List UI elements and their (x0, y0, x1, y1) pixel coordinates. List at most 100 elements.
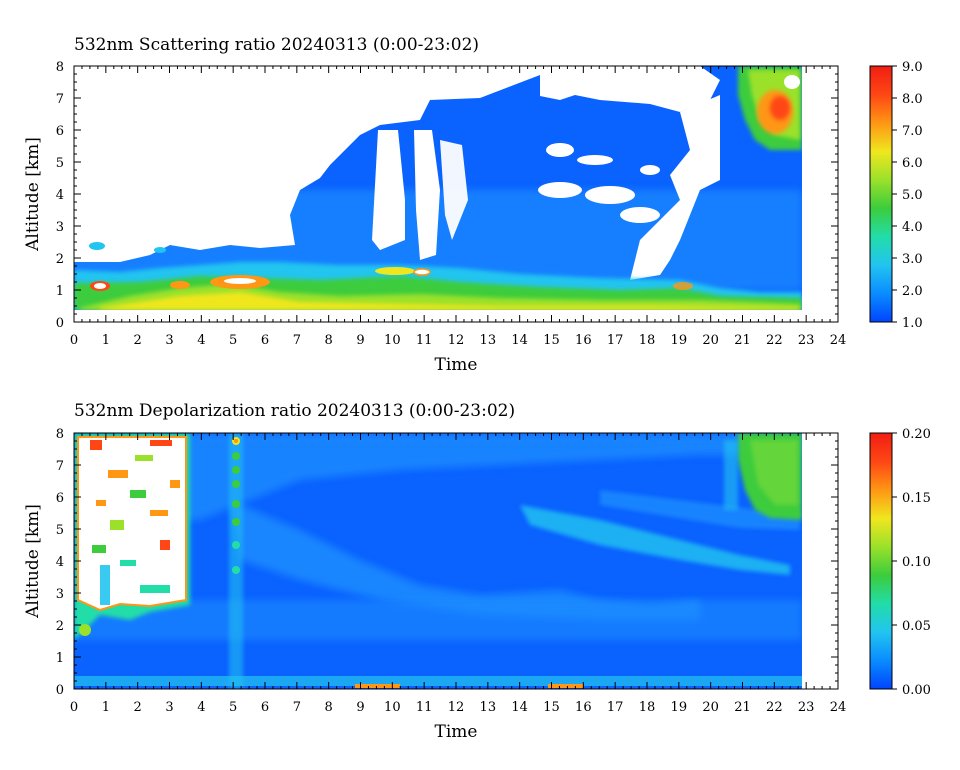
x-tick-label: 22 (766, 700, 783, 715)
colorbar: 1.0 2.0 3.0 4.0 5.0 6.0 7.0 8.0 9.0 (869, 60, 923, 331)
x-tick-label: 3 (165, 700, 173, 715)
scattering-ratio-panel: 532nm Scattering ratio 20240313 (0:00-23… (23, 35, 923, 375)
x-tick-label: 0 (70, 700, 78, 715)
x-tick-label: 2 (134, 700, 142, 715)
x-tick-label: 13 (480, 700, 497, 715)
surface-layer (355, 684, 400, 688)
colorbar-tick-label: 5.0 (902, 188, 923, 203)
x-tick-label: 24 (830, 333, 847, 348)
clear-patch (620, 207, 660, 223)
colorbar-scale (869, 432, 893, 690)
colorbar-tick-label: 0.15 (902, 491, 931, 506)
no-data-region (74, 310, 802, 322)
x-tick-label: 3 (165, 333, 173, 348)
surface-layer (74, 676, 802, 686)
y-tick-label: 6 (56, 124, 64, 139)
field-band (180, 433, 802, 520)
y-tick-label: 8 (56, 60, 64, 75)
colorbar-tick-label: 4.0 (902, 220, 923, 235)
x-tick-label: 20 (702, 700, 719, 715)
x-tick-label: 7 (293, 333, 301, 348)
x-tick-label: 13 (480, 333, 497, 348)
x-tick-label: 5 (229, 333, 237, 348)
y-tick-label: 0 (56, 316, 64, 331)
y-tick-label: 3 (56, 220, 64, 235)
x-tick-label: 14 (511, 333, 528, 348)
y-tick-label: 8 (56, 427, 64, 442)
x-tick-label: 9 (356, 700, 364, 715)
x-tick-label: 9 (356, 333, 364, 348)
y-tick-label: 4 (56, 188, 64, 203)
x-tick-label: 15 (543, 700, 560, 715)
colorbar-tick-label: 3.0 (902, 252, 923, 267)
clear-region (372, 130, 405, 250)
field-band (600, 490, 800, 530)
x-tick-label: 17 (607, 333, 624, 348)
x-tick-label: 21 (734, 333, 751, 348)
x-tick-label: 12 (448, 700, 465, 715)
colorbar-tick-label: 2.0 (902, 284, 923, 299)
clear-patch (546, 143, 574, 157)
x-tick-label: 11 (416, 700, 433, 715)
colorbar-tick-label: 0.20 (902, 427, 931, 442)
y-axis-label: Altitude [km] (23, 137, 43, 252)
depolarization-ratio-field (74, 433, 838, 689)
clear-patch (577, 155, 613, 165)
boundary-layer (74, 242, 802, 310)
x-tick-label: 6 (261, 333, 269, 348)
x-tick-label: 18 (639, 700, 656, 715)
field-band (520, 505, 790, 575)
x-tick-label: 4 (197, 700, 205, 715)
colorbar-tick-label: 6.0 (902, 156, 923, 171)
aerosol-column-spots (232, 437, 240, 574)
x-tick-label: 24 (830, 700, 847, 715)
field-band (230, 500, 700, 620)
clear-patch (585, 186, 635, 204)
y-tick-label: 2 (56, 619, 64, 634)
clear-region (414, 130, 440, 260)
colorbar-tick-label: 0.10 (902, 555, 931, 570)
x-tick-label: 8 (325, 700, 333, 715)
x-tick-label: 2 (134, 333, 142, 348)
clear-region (630, 95, 720, 280)
x-tick-label: 6 (261, 700, 269, 715)
clear-region (74, 66, 540, 262)
clear-patch (640, 165, 660, 175)
chart-title: 532nm Depolarization ratio 20240313 (0:0… (74, 401, 515, 421)
x-tick-label: 1 (102, 333, 110, 348)
x-tick-label: 11 (416, 333, 433, 348)
x-tick-label: 22 (766, 333, 783, 348)
x-tick-label: 20 (702, 333, 719, 348)
x-tick-label: 21 (734, 700, 751, 715)
y-axis: 0 1 2 3 4 5 6 7 8 (56, 427, 838, 698)
clear-region (540, 66, 720, 112)
y-tick-label: 1 (56, 284, 64, 299)
colorbar-tick-label: 8.0 (902, 92, 923, 107)
high-depol-cloud (724, 433, 802, 520)
x-tick-label: 10 (384, 700, 401, 715)
x-axis-label: Time (435, 722, 478, 742)
y-tick-label: 2 (56, 252, 64, 267)
x-axis: 0 1 2 3 4 5 6 7 8 9 10 11 12 13 14 15 16 17 18 19 20 21 22 23 24 (70, 66, 846, 348)
y-tick-label: 4 (56, 555, 64, 570)
x-tick-label: 19 (671, 333, 688, 348)
y-tick-label: 0 (56, 683, 64, 698)
x-tick-label: 16 (575, 700, 592, 715)
colorbar-tick-label: 9.0 (902, 60, 923, 75)
x-tick-label: 1 (102, 700, 110, 715)
depolarization-ratio-panel: 532nm Depolarization ratio 20240313 (0:0… (23, 401, 931, 742)
x-axis-label: Time (435, 355, 478, 375)
y-tick-label: 5 (56, 156, 64, 171)
clear-patch (538, 182, 582, 198)
x-axis: 0 1 2 3 4 5 6 7 8 9 10 11 12 13 14 15 16 17 18 19 20 21 22 23 24 (70, 433, 846, 715)
x-tick-label: 12 (448, 333, 465, 348)
x-tick-label: 19 (671, 700, 688, 715)
chart-title: 532nm Scattering ratio 20240313 (0:00-23… (74, 35, 479, 55)
x-tick-label: 23 (798, 333, 815, 348)
high-signal-cloud (738, 66, 802, 150)
x-tick-label: 7 (293, 700, 301, 715)
surface-layer (548, 684, 583, 688)
colorbar-tick-label: 1.0 (902, 316, 923, 331)
y-axis: 0 1 2 3 4 5 6 7 8 (56, 60, 838, 331)
